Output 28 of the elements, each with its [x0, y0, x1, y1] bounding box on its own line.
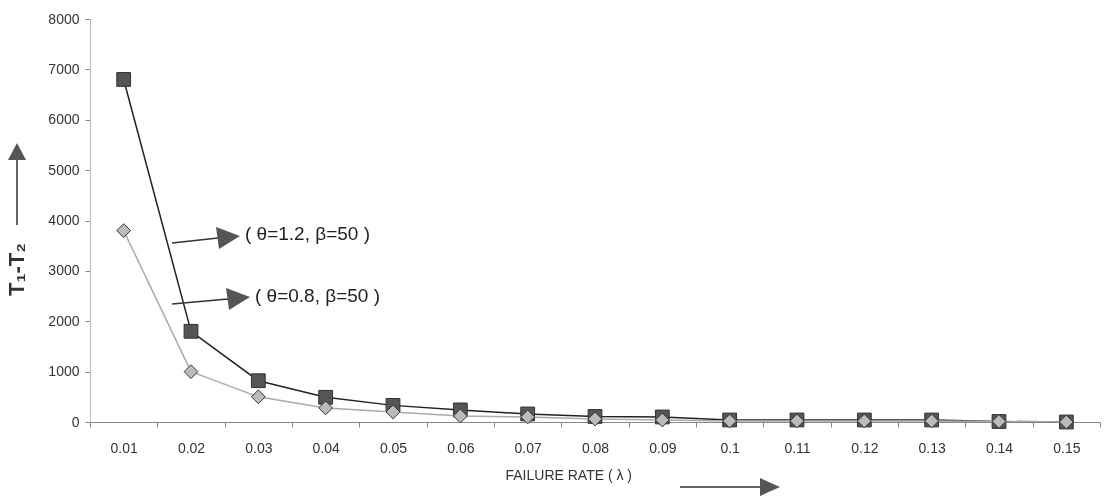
y-tick-label: 5000: [48, 161, 80, 178]
x-tick-label: 0.13: [918, 439, 946, 456]
x-tick-label: 0.04: [312, 439, 340, 456]
legend-label: ( θ=0.8, β=50 ): [255, 285, 381, 306]
y-tick-label: 2000: [48, 312, 80, 329]
x-tick-label: 0.06: [447, 439, 475, 456]
y-tick-label: 6000: [48, 111, 80, 128]
y-tick-label: 3000: [48, 262, 80, 279]
x-tick-label: 0.14: [985, 439, 1014, 456]
x-tick-label: 0.01: [110, 439, 138, 456]
x-tick-label: 0.11: [784, 439, 811, 456]
legend-label: ( θ=1.2, β=50 ): [245, 223, 371, 244]
x-tick-label: 0.08: [581, 439, 610, 456]
x-tick-label: 0.15: [1053, 439, 1081, 456]
x-tick-label: 0.05: [379, 439, 408, 456]
x-tick-label: 0.02: [177, 439, 206, 456]
y-tick-label: 0: [71, 413, 80, 430]
y-tick-label: 7000: [48, 60, 80, 77]
x-tick-label: 0.1: [720, 439, 741, 456]
y-axis-title: T₁-T₂: [3, 242, 29, 297]
x-tick-label: 0.03: [245, 439, 273, 456]
x-tick-label: 0.07: [514, 439, 542, 456]
y-tick-label: 8000: [48, 10, 80, 27]
y-tick-label: 1000: [48, 363, 80, 380]
x-tick-label: 0.09: [649, 439, 677, 456]
x-axis-title: FAILURE RATE ( λ ): [505, 466, 633, 483]
y-tick-label: 4000: [48, 212, 80, 228]
x-tick-label: 0.12: [851, 439, 879, 456]
